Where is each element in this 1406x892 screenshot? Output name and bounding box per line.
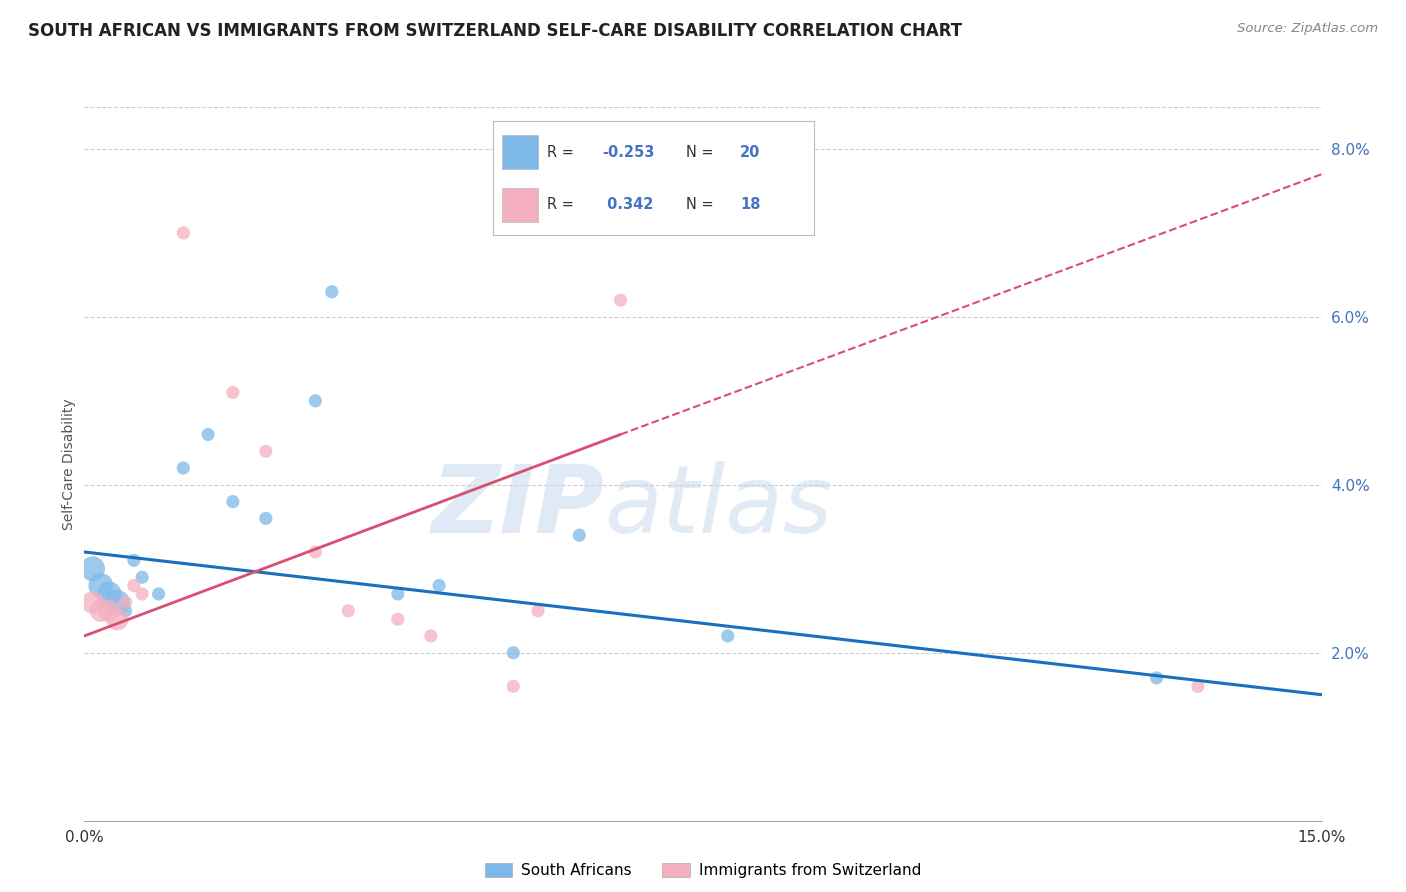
- Point: [105, 595, 128, 609]
- Point: [172, 461, 194, 475]
- Point: [172, 226, 194, 240]
- Point: [90, 578, 112, 592]
- Point: [304, 393, 326, 408]
- Point: [222, 494, 245, 508]
- Point: [427, 578, 450, 592]
- Point: [387, 587, 409, 601]
- Point: [114, 604, 136, 618]
- Legend: South Africans, Immigrants from Switzerland: South Africans, Immigrants from Switzerl…: [478, 856, 928, 884]
- Text: Source: ZipAtlas.com: Source: ZipAtlas.com: [1237, 22, 1378, 36]
- Point: [105, 612, 128, 626]
- Point: [222, 385, 245, 400]
- Point: [502, 679, 524, 693]
- Point: [148, 587, 170, 601]
- Point: [502, 646, 524, 660]
- Point: [1187, 679, 1209, 693]
- Y-axis label: Self-Care Disability: Self-Care Disability: [62, 398, 76, 530]
- Text: ZIP: ZIP: [432, 460, 605, 553]
- Point: [419, 629, 441, 643]
- Point: [82, 595, 104, 609]
- Point: [609, 293, 631, 307]
- Point: [122, 553, 145, 567]
- Point: [337, 604, 360, 618]
- Point: [197, 427, 219, 442]
- Text: atlas: atlas: [605, 461, 832, 552]
- Point: [321, 285, 343, 299]
- Point: [254, 511, 277, 525]
- Point: [98, 604, 121, 618]
- Point: [527, 604, 550, 618]
- Point: [82, 562, 104, 576]
- Point: [1146, 671, 1168, 685]
- Point: [131, 570, 153, 584]
- Text: SOUTH AFRICAN VS IMMIGRANTS FROM SWITZERLAND SELF-CARE DISABILITY CORRELATION CH: SOUTH AFRICAN VS IMMIGRANTS FROM SWITZER…: [28, 22, 962, 40]
- Point: [90, 604, 112, 618]
- Point: [131, 587, 153, 601]
- Point: [122, 578, 145, 592]
- Point: [568, 528, 591, 542]
- Point: [98, 587, 121, 601]
- Point: [387, 612, 409, 626]
- Point: [254, 444, 277, 458]
- Point: [304, 545, 326, 559]
- Point: [114, 595, 136, 609]
- Point: [717, 629, 740, 643]
